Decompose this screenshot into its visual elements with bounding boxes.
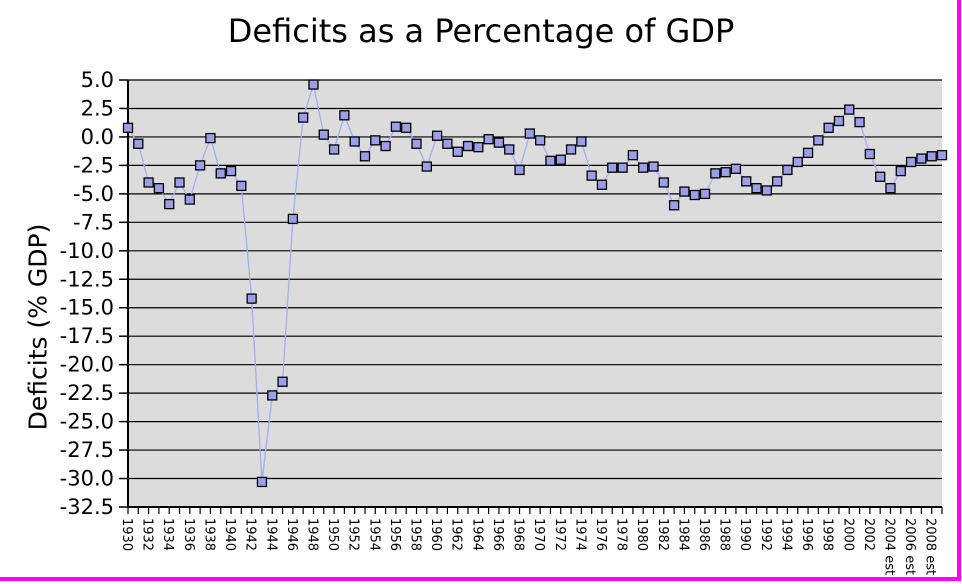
svg-text:-27.5: -27.5 <box>60 438 114 462</box>
svg-text:1982: 1982 <box>655 518 670 551</box>
svg-text:1998: 1998 <box>820 518 835 551</box>
svg-text:1952: 1952 <box>346 518 361 551</box>
x-tick-labels: 1930 1932 1934 1936 1938 1940 1942 1944 1946 1948… <box>119 518 938 575</box>
svg-text:1972: 1972 <box>552 518 567 551</box>
svg-text:1932: 1932 <box>140 518 155 551</box>
svg-text:1986: 1986 <box>696 518 711 551</box>
svg-text:1978: 1978 <box>614 518 629 551</box>
svg-text:1980: 1980 <box>634 518 649 551</box>
svg-text:2000: 2000 <box>840 518 855 551</box>
svg-text:1990: 1990 <box>737 518 752 551</box>
svg-text:2.5: 2.5 <box>81 96 114 120</box>
svg-text:2008 est: 2008 est <box>923 518 938 575</box>
svg-text:1934: 1934 <box>160 518 175 551</box>
svg-text:1936: 1936 <box>181 518 196 551</box>
svg-text:1950: 1950 <box>325 518 340 551</box>
svg-text:1930: 1930 <box>119 518 134 551</box>
chart-title: Deficits as a Percentage of GDP <box>227 12 735 50</box>
y-gridlines <box>119 79 942 508</box>
svg-text:5.0: 5.0 <box>81 68 114 92</box>
svg-text:1970: 1970 <box>531 518 546 551</box>
svg-text:1974: 1974 <box>572 518 587 551</box>
svg-text:-30.0: -30.0 <box>60 467 114 491</box>
svg-text:1988: 1988 <box>717 518 732 551</box>
svg-text:1960: 1960 <box>428 518 443 551</box>
svg-text:1946: 1946 <box>284 518 299 551</box>
svg-text:0.0: 0.0 <box>81 125 114 149</box>
svg-text:1964: 1964 <box>469 518 484 551</box>
y-tick-labels: 5.0 2.5 0.0 -2.5 -5.0 -7.5 -10.0 -12.5 -15.0 -17.… <box>60 68 114 519</box>
svg-text:-12.5: -12.5 <box>60 267 114 291</box>
svg-text:-5.0: -5.0 <box>73 182 114 206</box>
svg-text:1942: 1942 <box>243 518 258 551</box>
svg-text:-7.5: -7.5 <box>73 210 114 234</box>
svg-text:-25.0: -25.0 <box>60 410 114 434</box>
svg-text:1954: 1954 <box>366 518 381 551</box>
svg-text:1944: 1944 <box>263 518 278 551</box>
svg-text:1956: 1956 <box>387 518 402 551</box>
svg-text:-10.0: -10.0 <box>60 239 114 263</box>
svg-text:1938: 1938 <box>201 518 216 551</box>
svg-text:1962: 1962 <box>449 518 464 551</box>
svg-text:2006 est: 2006 est <box>902 518 917 575</box>
svg-text:-20.0: -20.0 <box>60 353 114 377</box>
svg-text:-17.5: -17.5 <box>60 324 114 348</box>
x-ticks <box>127 507 943 514</box>
svg-text:1968: 1968 <box>511 518 526 551</box>
svg-text:-22.5: -22.5 <box>60 381 114 405</box>
magenta-border-bottom <box>0 577 961 581</box>
svg-text:-32.5: -32.5 <box>60 495 114 519</box>
svg-text:2004 est: 2004 est <box>881 518 896 575</box>
svg-text:1994: 1994 <box>778 518 793 551</box>
deficit-markers <box>122 79 948 488</box>
svg-text:2002: 2002 <box>861 518 876 551</box>
svg-text:1948: 1948 <box>304 518 319 551</box>
svg-text:1992: 1992 <box>758 518 773 551</box>
svg-text:1966: 1966 <box>490 518 505 551</box>
magenta-border-right <box>957 0 961 581</box>
svg-text:1940: 1940 <box>222 518 237 551</box>
svg-text:-2.5: -2.5 <box>73 153 114 177</box>
svg-text:1984: 1984 <box>675 518 690 551</box>
svg-text:-15.0: -15.0 <box>60 296 114 320</box>
svg-text:1958: 1958 <box>408 518 423 551</box>
svg-text:1976: 1976 <box>593 518 608 551</box>
svg-text:1996: 1996 <box>799 518 814 551</box>
